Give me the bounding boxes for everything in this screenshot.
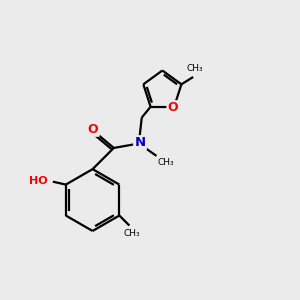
Text: O: O — [88, 123, 98, 136]
Text: CH₃: CH₃ — [186, 64, 203, 73]
Text: HO: HO — [29, 176, 48, 186]
Text: O: O — [168, 101, 178, 114]
Text: N: N — [134, 136, 146, 149]
Text: CH₃: CH₃ — [124, 229, 140, 238]
Text: CH₃: CH₃ — [158, 158, 174, 167]
